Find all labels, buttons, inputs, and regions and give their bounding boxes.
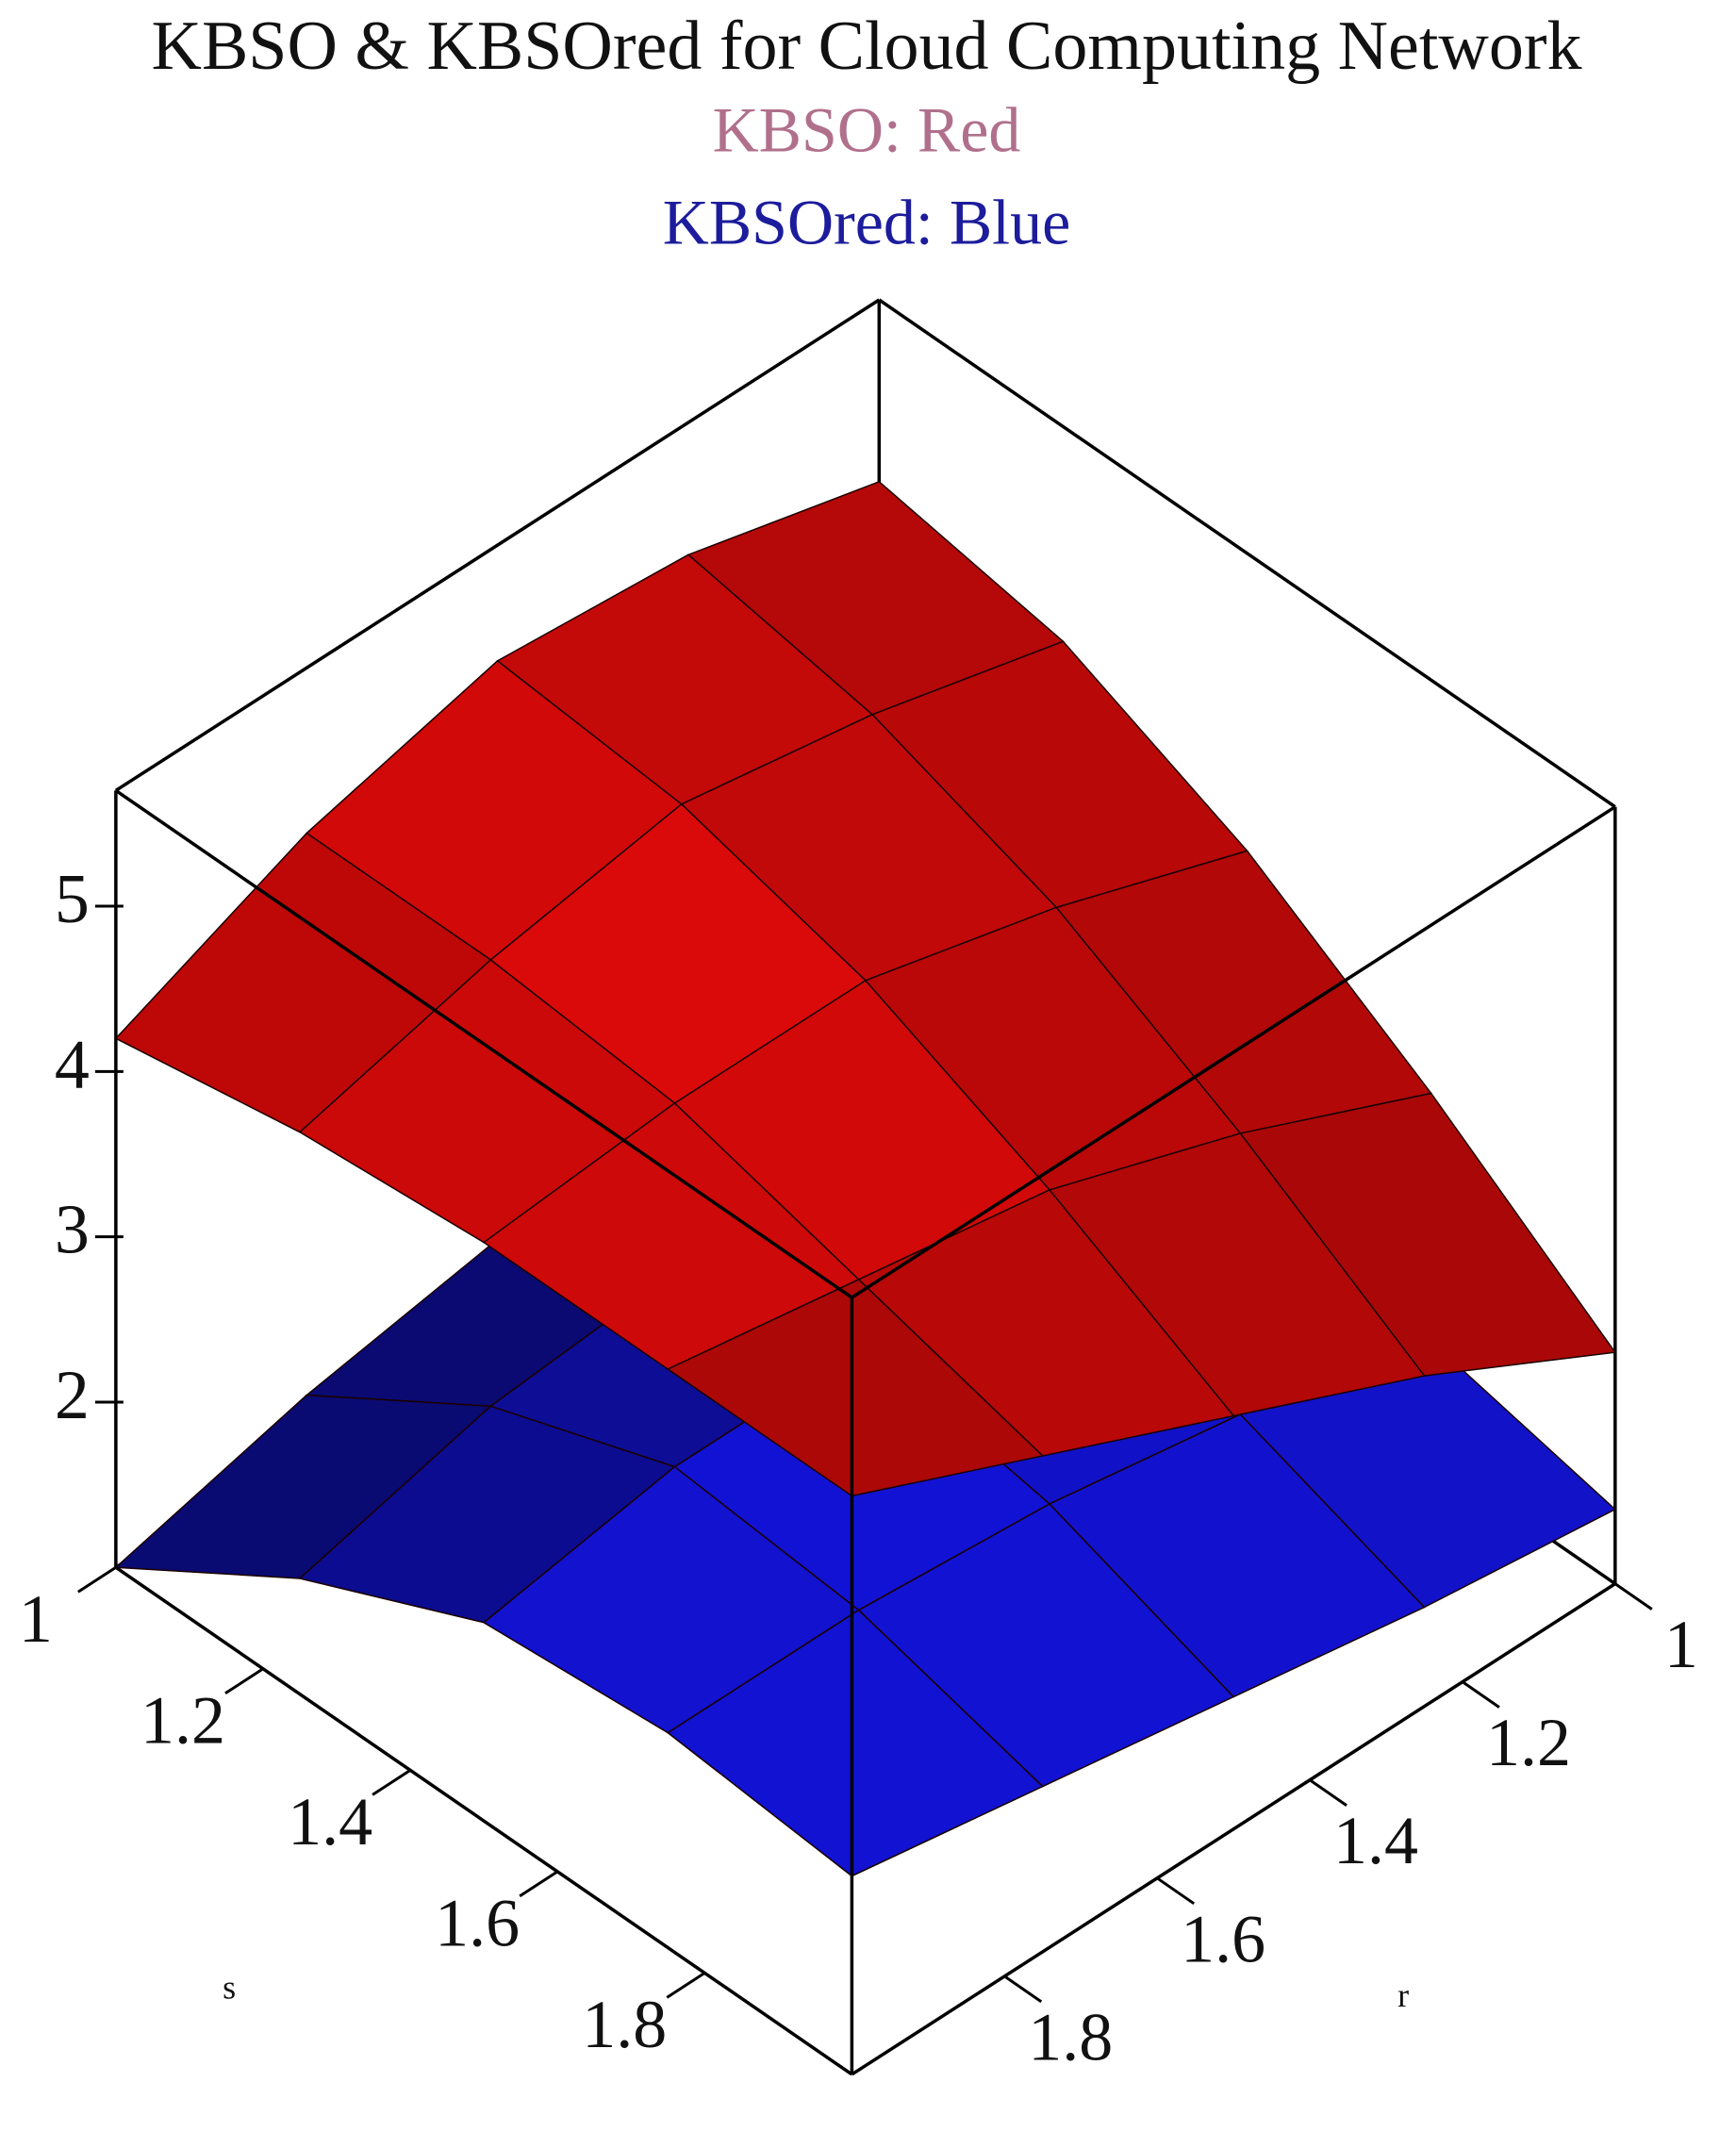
r-tick-label: 1 [1664, 1607, 1698, 1682]
r-tick [1613, 1582, 1653, 1611]
chart-subtitle: KBSO: Red [713, 94, 1021, 166]
s-tick-label: 1.2 [141, 1682, 225, 1758]
s-tick-label: 1.8 [582, 1987, 667, 2062]
box-edge [851, 805, 1616, 1299]
z-tick-label: 4 [55, 1026, 90, 1103]
r-tick [1003, 1975, 1043, 2004]
s-tick-label: 1 [19, 1581, 53, 1657]
r-tick-label: 1.2 [1486, 1705, 1571, 1780]
s-tick [77, 1565, 117, 1594]
s-tick [519, 1870, 558, 1898]
r-tick [1156, 1876, 1196, 1906]
x-axis-label: s [223, 1968, 236, 2006]
z-tick-label: 2 [55, 1357, 90, 1434]
r-tick-label: 1.4 [1333, 1803, 1418, 1878]
z-tick-label: 3 [55, 1192, 90, 1269]
r-tick [1309, 1778, 1347, 1807]
box-edge [114, 298, 881, 792]
r-tick-label: 1.6 [1181, 1901, 1265, 1976]
s-tick-label: 1.6 [435, 1885, 520, 1960]
z-tick-label: 5 [55, 861, 90, 938]
s-axis [114, 1565, 853, 2076]
y-axis-label: r [1397, 1976, 1409, 2014]
chart-subtitle: KBSOred: Blue [663, 187, 1071, 258]
s-tick [372, 1769, 411, 1796]
r-tick-label: 1.8 [1028, 1999, 1113, 2074]
box-edge [114, 788, 853, 1299]
r-axis [851, 1582, 1616, 2076]
s-tick [224, 1667, 264, 1695]
chart-title: KBSO & KBSOred for Cloud Computing Netwo… [152, 8, 1582, 85]
box-edge [878, 298, 1616, 809]
r-tick [1462, 1680, 1500, 1709]
s-tick [666, 1972, 706, 1999]
s-tick-label: 1.4 [288, 1784, 372, 1859]
